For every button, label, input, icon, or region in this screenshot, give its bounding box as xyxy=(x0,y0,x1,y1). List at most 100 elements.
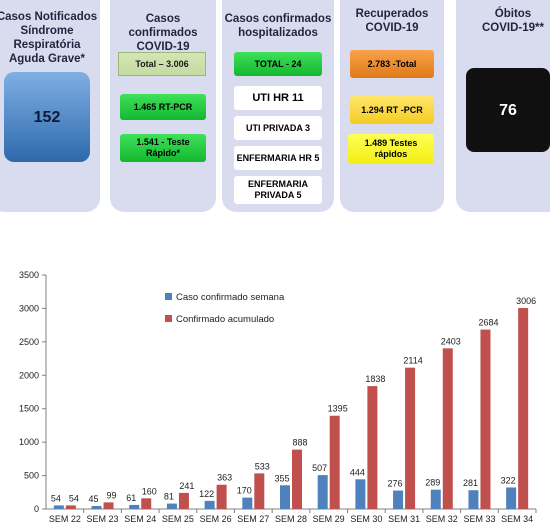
recovered-rtpcr: 1.294 RT -PCR xyxy=(350,96,434,124)
bar-week-label: 281 xyxy=(463,478,478,488)
bar-cumulative xyxy=(442,348,453,509)
x-tick-label: SEM 29 xyxy=(313,514,345,524)
enfermaria-hr: ENFERMARIA HR 5 xyxy=(234,146,322,170)
bar-week-label: 81 xyxy=(164,492,174,502)
bar-cumulative xyxy=(480,329,491,509)
bar-week xyxy=(166,503,177,509)
bar-cumulative-label: 2403 xyxy=(441,336,461,346)
x-tick-label: SEM 31 xyxy=(388,514,420,524)
recovered-total: 2.783 -Total xyxy=(350,50,434,78)
bar-cumulative xyxy=(216,484,227,509)
y-tick-label: 1500 xyxy=(19,404,39,414)
x-tick-label: SEM 34 xyxy=(501,514,533,524)
y-tick-label: 1000 xyxy=(19,437,39,447)
x-tick-label: SEM 28 xyxy=(275,514,307,524)
uti-privada: UTI PRIVADA 3 xyxy=(234,116,322,140)
bar-week xyxy=(91,505,102,509)
bar-cumulative xyxy=(141,498,152,509)
x-tick-label: SEM 22 xyxy=(49,514,81,524)
y-tick-label: 3000 xyxy=(19,303,39,313)
bar-cumulative-label: 54 xyxy=(69,493,79,503)
x-tick-label: SEM 33 xyxy=(463,514,495,524)
x-tick-label: SEM 25 xyxy=(162,514,194,524)
enfermaria-privada: ENFERMARIA PRIVADA 5 xyxy=(234,176,322,204)
bar-cumulative-label: 533 xyxy=(255,461,270,471)
bar-week xyxy=(53,505,64,509)
bar-week-label: 276 xyxy=(388,479,403,489)
bar-cumulative-label: 3006 xyxy=(516,296,536,306)
bar-week xyxy=(129,504,140,509)
y-tick-label: 0 xyxy=(34,504,39,514)
bar-cumulative-label: 2684 xyxy=(478,318,498,328)
bar-week xyxy=(430,489,441,509)
bar-week-label: 444 xyxy=(350,467,365,477)
y-tick-label: 2500 xyxy=(19,337,39,347)
bar-cumulative xyxy=(405,367,416,509)
bar-week xyxy=(355,479,366,509)
legend-swatch xyxy=(165,315,172,322)
bar-cumulative xyxy=(103,502,114,509)
bar-week-label: 322 xyxy=(501,475,516,485)
bar-cumulative xyxy=(254,473,265,509)
bar-cumulative-label: 2114 xyxy=(403,356,422,366)
bar-week-label: 355 xyxy=(274,473,289,483)
hospitalized-total: TOTAL - 24 xyxy=(234,52,322,76)
x-tick-label: SEM 30 xyxy=(350,514,382,524)
bar-week-label: 45 xyxy=(89,494,99,504)
x-tick-label: SEM 24 xyxy=(124,514,156,524)
bar-week-label: 61 xyxy=(126,493,136,503)
bar-week-label: 507 xyxy=(312,463,327,473)
deaths-title: Óbitos COVID-19** xyxy=(482,8,544,34)
confirmed-rapid: 1.541 - Teste Rápido* xyxy=(120,134,206,162)
bar-week-label: 289 xyxy=(425,478,440,488)
deaths-card: Óbitos COVID-19** 76 xyxy=(456,0,550,212)
srag-value: 152 xyxy=(4,72,90,162)
bar-cumulative xyxy=(518,308,529,509)
x-tick-label: SEM 32 xyxy=(426,514,458,524)
bar-cumulative-label: 160 xyxy=(142,486,157,496)
bar-cumulative-label: 99 xyxy=(107,490,117,500)
confirmed-rtpcr: 1.465 RT-PCR xyxy=(120,94,206,120)
bar-week xyxy=(280,485,290,509)
bar-cumulative-label: 888 xyxy=(292,438,307,448)
confirmed-card: Casos confirmados COVID-19 Total – 3.006… xyxy=(110,0,216,212)
confirmed-title: Casos confirmados COVID-19 xyxy=(128,13,198,53)
legend-label: Caso confirmado semana xyxy=(176,292,285,303)
recovered-card: Recuperados COVID-19 2.783 -Total 1.294 … xyxy=(340,0,444,212)
hospitalized-title: Casos confirmados hospitalizados xyxy=(224,13,332,39)
hospitalized-card: Casos confirmados hospitalizados TOTAL -… xyxy=(222,0,334,212)
bar-week xyxy=(393,490,404,509)
confirmed-total: Total – 3.006 xyxy=(118,52,206,76)
bar-cumulative xyxy=(292,449,302,509)
bar-cumulative-label: 241 xyxy=(179,481,194,491)
bar-week-label: 170 xyxy=(237,486,252,496)
bar-cumulative-label: 1838 xyxy=(365,374,385,384)
bar-week xyxy=(317,475,328,509)
legend-swatch xyxy=(165,293,172,300)
bar-cumulative xyxy=(178,492,189,509)
bar-week xyxy=(506,487,517,509)
bar-week xyxy=(204,500,215,509)
bar-week xyxy=(468,490,479,509)
srag-title: Casos Notificados Síndrome Respiratória … xyxy=(0,11,98,65)
x-tick-label: SEM 26 xyxy=(200,514,232,524)
bar-week-label: 122 xyxy=(199,489,214,499)
recovered-rapid: 1.489 Testes rápidos xyxy=(348,134,434,164)
x-tick-label: SEM 23 xyxy=(87,514,119,524)
bar-cumulative-label: 1395 xyxy=(328,404,348,414)
y-tick-label: 500 xyxy=(24,471,39,481)
recovered-title: Recuperados COVID-19 xyxy=(355,8,429,34)
bar-cumulative xyxy=(329,415,340,509)
bar-cumulative xyxy=(367,386,378,509)
legend-label: Confirmado acumulado xyxy=(176,314,274,325)
bar-cumulative-label: 363 xyxy=(217,473,232,483)
confirmed-cases-chart: 0 500 1000 1500 2000 2500 3000 3500 SEM 22 54 54 SE… xyxy=(19,270,537,524)
srag-card: Casos Notificados Síndrome Respiratória … xyxy=(0,0,100,212)
uti-hr: UTI HR 11 xyxy=(234,86,322,110)
deaths-value: 76 xyxy=(466,68,550,152)
y-tick-label: 3500 xyxy=(19,270,39,280)
bar-cumulative xyxy=(65,505,76,509)
y-tick-label: 2000 xyxy=(19,370,39,380)
x-tick-label: SEM 27 xyxy=(237,514,269,524)
bar-week-label: 54 xyxy=(51,493,61,503)
